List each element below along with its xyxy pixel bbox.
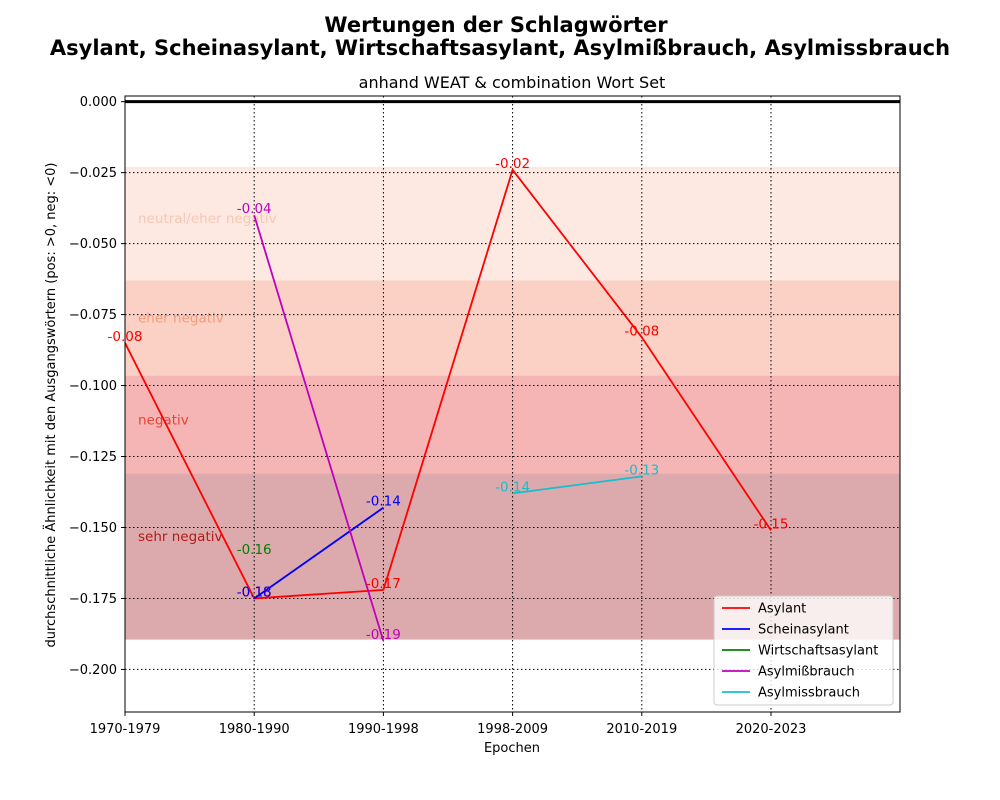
chart-title-line2: Asylant, Scheinasylant, Wirtschaftsasyla…: [50, 36, 950, 60]
x-tick-label: 1990-1998: [348, 722, 419, 737]
legend-entry: Asylmißbrauch: [758, 665, 855, 680]
grid: [125, 96, 900, 712]
data-label: -0.17: [366, 576, 401, 592]
x-axis-label: Epochen: [484, 741, 540, 756]
band-label-0: neutral: [138, 92, 186, 108]
series-line-0: [124, 167, 772, 600]
chart-title: Wertungen der Schlagwörter: [324, 13, 668, 37]
series-line-1: [253, 506, 384, 600]
chart-subtitle: anhand WEAT & combination Wort Set: [359, 73, 666, 92]
data-label: -0.14: [366, 494, 401, 510]
x-tick-label: 1970-1979: [90, 722, 161, 737]
band-label-1: neutral/eher negativ: [138, 211, 277, 227]
legend-entry: Asylmissbrauch: [758, 686, 860, 701]
axes: 0.000 −0.025 −0.050 −0.075 −0.100 −0.125 −0.15…: [69, 95, 901, 737]
series-line-4: [512, 475, 642, 495]
data-label: -0.18: [237, 584, 272, 600]
legend-entry: Wirtschaftsasylant: [758, 644, 878, 659]
data-label: -0.13: [624, 462, 659, 478]
x-tick-label: 1980-1990: [219, 722, 290, 737]
y-tick-label: −0.150: [69, 521, 117, 536]
y-axis-label: durchschnittliche Ähnlichkeit mit den Au…: [43, 162, 59, 647]
legend: Asylant Scheinasylant Wirtschaftsasylant As…: [713, 595, 894, 706]
data-label: -0.14: [495, 479, 530, 495]
y-tick-label: −0.175: [69, 592, 117, 607]
legend-box: [713, 595, 894, 706]
y-tick-label: −0.125: [69, 450, 117, 465]
band-label-2: eher negativ: [138, 310, 224, 326]
data-labels: -0.08-0.18-0.17-0.02-0.08-0.15-0.18-0.14…: [108, 156, 789, 643]
x-tick-label: 1998-2009: [477, 722, 548, 737]
y-tick-label: −0.100: [69, 379, 117, 394]
x-tick-label: 2010-2019: [606, 722, 677, 737]
series-lines: [124, 167, 772, 642]
y-tick-label: −0.025: [69, 166, 117, 181]
y-tick-label: −0.075: [69, 308, 117, 323]
band-1: [125, 166, 900, 281]
data-label: -0.19: [366, 627, 401, 643]
y-tick-label: −0.050: [69, 237, 117, 252]
data-label: -0.15: [754, 516, 789, 532]
y-tick-label: 0.000: [80, 95, 117, 110]
x-tick-label: 2020-2023: [736, 722, 807, 737]
legend-entry: Asylant: [758, 602, 806, 617]
data-label: -0.08: [624, 323, 659, 339]
data-label: -0.02: [495, 156, 530, 172]
data-label: -0.18: [237, 584, 272, 600]
series-line-3: [253, 214, 385, 642]
data-label: -0.04: [237, 201, 272, 217]
legend-entry: Scheinasylant: [758, 623, 849, 638]
band-label-4: sehr negativ: [138, 529, 222, 545]
data-label: -0.16: [237, 542, 272, 558]
y-tick-label: −0.200: [69, 663, 117, 678]
